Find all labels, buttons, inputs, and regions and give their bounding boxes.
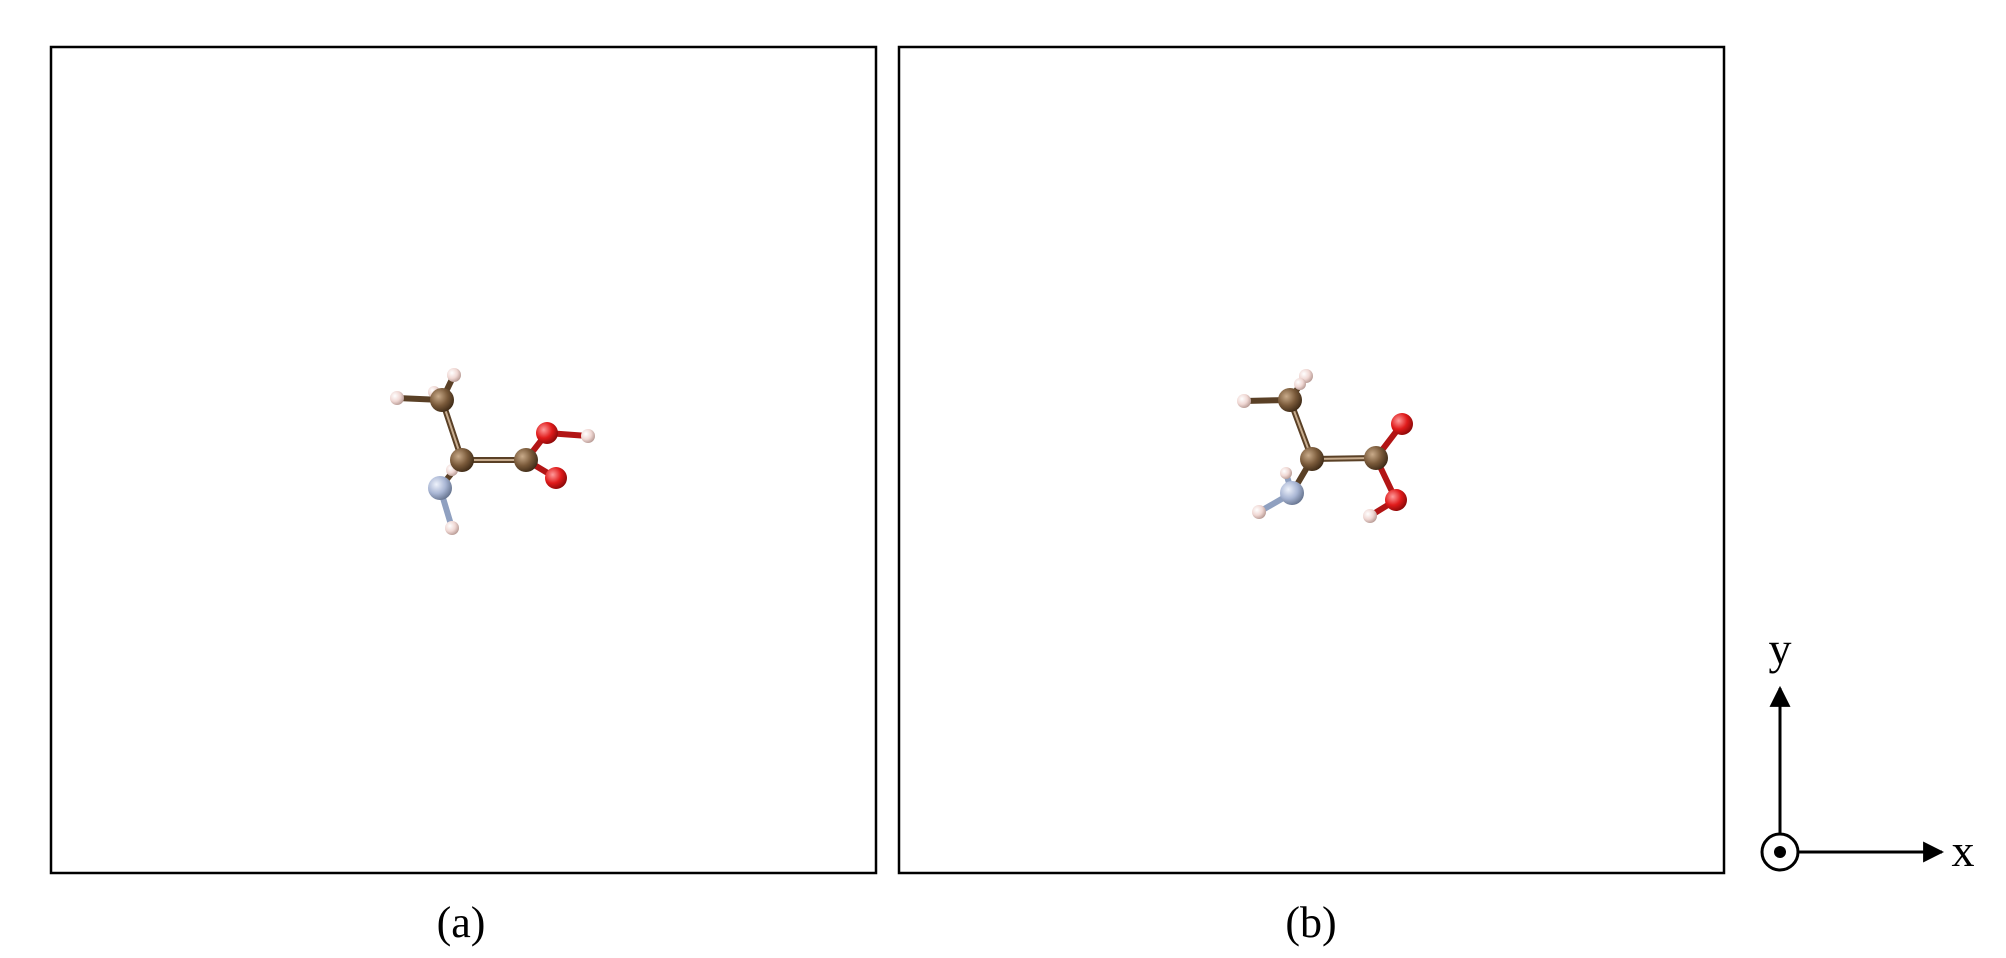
hydrogen-atom	[1252, 505, 1266, 519]
carbon-atom	[1278, 388, 1302, 412]
oxygen-atom	[536, 422, 558, 444]
hydrogen-atom	[445, 521, 459, 535]
panel-b: (b)	[897, 45, 1726, 947]
oxygen-atom	[1385, 489, 1407, 511]
hydrogen-atom	[1237, 394, 1251, 408]
x-axis-label: x	[1952, 825, 1975, 876]
hydrogen-atom	[581, 429, 595, 443]
nitrogen-atom	[1280, 481, 1304, 505]
hydrogen-atom	[390, 391, 404, 405]
hydrogen-atom	[1280, 467, 1292, 479]
carbon-atom	[514, 448, 538, 472]
hydrogen-atom	[447, 368, 461, 382]
oxygen-atom	[1391, 413, 1413, 435]
carbon-atom	[450, 448, 474, 472]
y-axis-label: y	[1769, 623, 1792, 674]
panel-a-caption: (a)	[437, 898, 486, 947]
hydrogen-atom	[1294, 378, 1306, 390]
panel-b-caption: (b)	[1285, 898, 1336, 947]
oxygen-atom	[545, 467, 567, 489]
axes-indicator: y x	[1760, 623, 1975, 876]
z-axis-out-dot	[1774, 846, 1786, 858]
carbon-atom	[1300, 447, 1324, 471]
hydrogen-atom	[1363, 509, 1377, 523]
molecule-b	[1237, 369, 1413, 523]
panel-a: (a)	[49, 45, 878, 947]
carbon-atom	[430, 388, 454, 412]
molecule-a	[390, 368, 595, 535]
carbon-atom	[1364, 446, 1388, 470]
nitrogen-atom	[428, 476, 452, 500]
